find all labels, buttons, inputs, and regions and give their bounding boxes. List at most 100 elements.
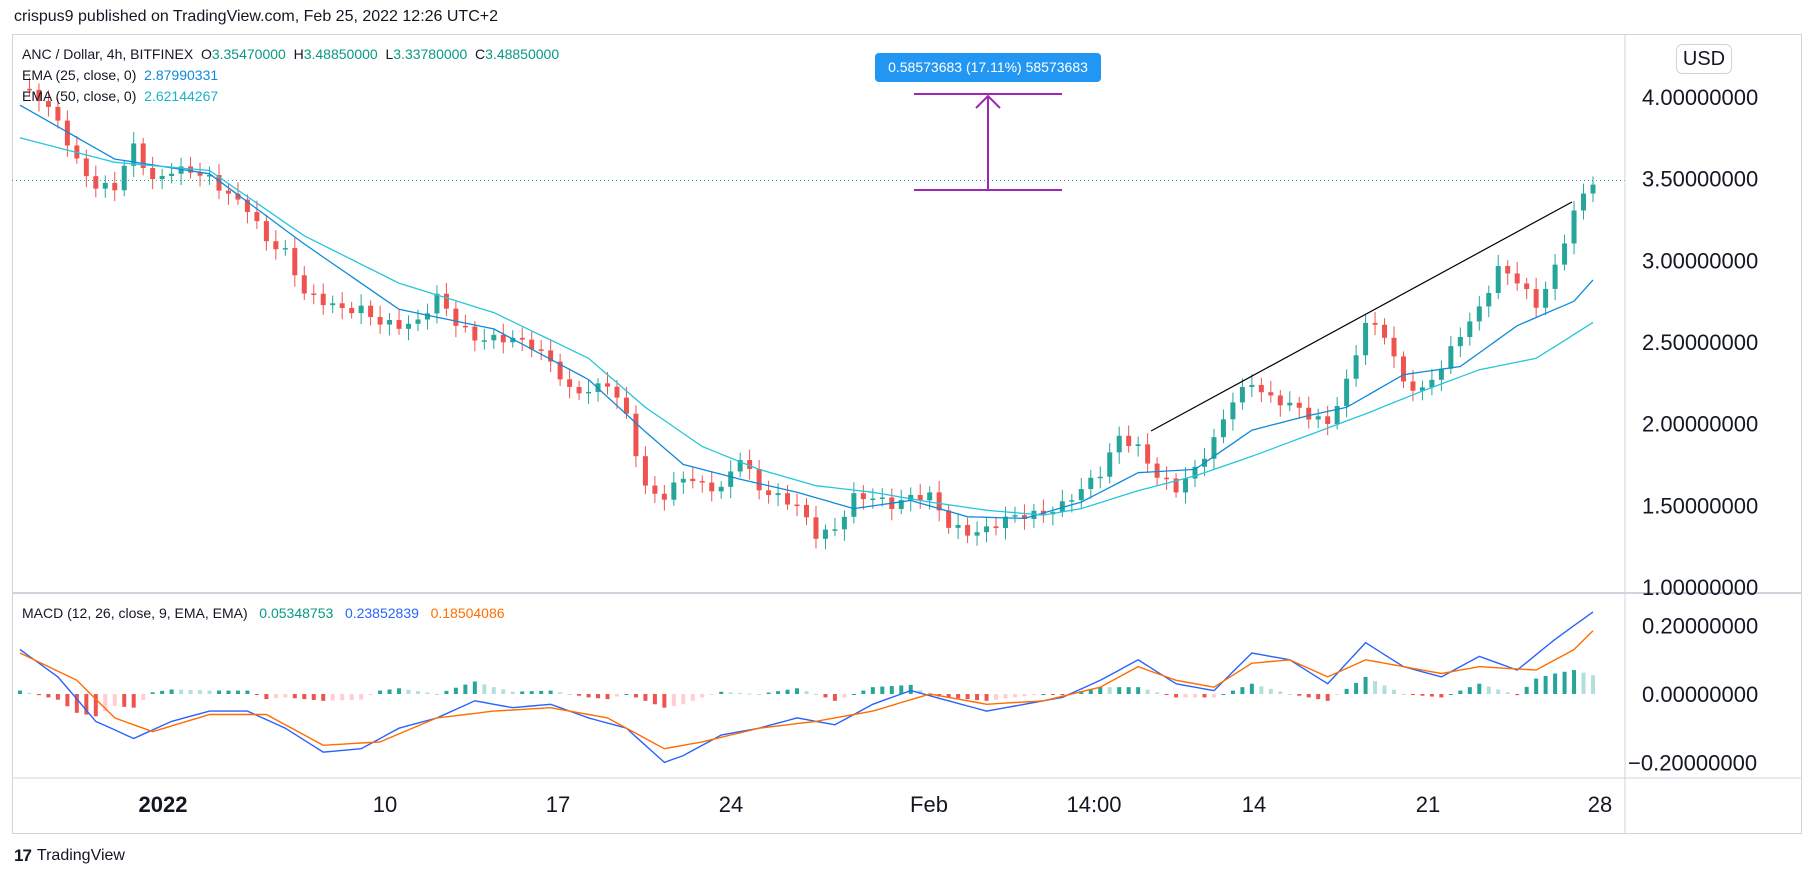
macd-hist-bar [103, 694, 108, 712]
macd-hist-bar [330, 694, 335, 701]
macd-hist-bar [1486, 686, 1491, 694]
candle-body [1192, 466, 1198, 479]
macd-hist-bar [84, 694, 89, 715]
macd-hist-bar [1524, 686, 1529, 694]
candle-body [1467, 321, 1473, 337]
candle-body [946, 510, 952, 528]
candle-body [424, 313, 430, 320]
macd-hist-bar [1126, 687, 1131, 694]
candle-body [93, 176, 99, 189]
macd-hist-bar [1136, 687, 1141, 694]
macd-hist-bar [1553, 673, 1558, 694]
candle-body [1145, 444, 1151, 464]
macd-hist-bar [984, 694, 989, 701]
macd-hist-bar [387, 689, 392, 694]
macd-hist-bar [946, 694, 951, 698]
candle-body [462, 325, 468, 328]
candle-body [538, 349, 544, 351]
time-tick-label: 24 [719, 792, 743, 817]
macd-hist-bar [1079, 691, 1084, 694]
macd-hist-bar [27, 692, 32, 694]
macd-hist-bar [842, 694, 847, 698]
macd-hist-bar [889, 686, 894, 694]
macd-hist-bar [188, 690, 193, 694]
candle-body [178, 166, 184, 174]
candle-body [396, 320, 402, 329]
macd-hist-bar [529, 691, 534, 694]
macd-hist-bar [813, 694, 818, 695]
macd-hist-bar [1420, 694, 1425, 696]
candle-body [1552, 264, 1558, 289]
macd-hist-bar [1003, 694, 1008, 699]
macd-hist-bar [586, 694, 591, 698]
chart-frame [12, 34, 1802, 834]
macd-hist-bar [1591, 675, 1595, 694]
candle-body [358, 305, 364, 314]
candle-body [1344, 378, 1350, 407]
macd-hist-bar [1117, 687, 1122, 694]
macd-hist-bar [254, 694, 259, 695]
candle-body [1571, 210, 1577, 244]
candle-body [680, 478, 686, 483]
candle-body [1230, 402, 1236, 420]
macd-hist-bar [122, 694, 127, 707]
macd-hist-bar [1202, 694, 1207, 698]
open-value: 3.35470000 [211, 46, 286, 62]
candle-body [273, 241, 279, 250]
candle-body [453, 308, 459, 326]
candle-body [282, 248, 288, 250]
price-tick-label: 2.50000000 [1642, 330, 1758, 355]
macd-hist-bar [235, 690, 240, 694]
candle-body [1581, 193, 1587, 211]
macd-hist-bar [1448, 694, 1453, 695]
macd-hist-bar [662, 694, 667, 708]
macd-hist-bar [46, 694, 51, 698]
price-tick-label: 1.50000000 [1642, 493, 1758, 518]
footer[interactable]: 17 TradingView [14, 846, 125, 866]
candle-body [112, 182, 118, 191]
macd-hist-bar [1373, 681, 1378, 694]
candle-body [756, 468, 762, 491]
macd-hist-bar [472, 681, 477, 694]
macd-hist-bar [1505, 692, 1510, 694]
macd-hist-bar [1467, 687, 1472, 694]
candle-body [1220, 419, 1226, 438]
ema25-line [19, 104, 1594, 520]
candle-body [1296, 402, 1302, 408]
macd-hist-bar [1287, 694, 1292, 695]
candle-body [1562, 243, 1568, 265]
macd-hist-bar [1155, 692, 1160, 694]
macd-hist-bar [1306, 694, 1311, 698]
macd-hist-bar [1240, 687, 1245, 694]
macd-hist-bar [131, 694, 136, 708]
macd-hist-bar [1278, 691, 1283, 694]
candle-body [169, 173, 175, 176]
macd-hist-bar [994, 694, 999, 700]
candle-body [368, 305, 374, 317]
macd-tick-label: −0.20000000 [1628, 750, 1757, 775]
macd-hist-bar [74, 694, 79, 713]
candle-body [339, 303, 345, 308]
macd-hist-bar [1031, 694, 1036, 696]
candle-body [45, 101, 51, 107]
macd-hist-bar [36, 694, 41, 696]
ema25-value: 2.87990331 [144, 67, 219, 83]
candle-body [1524, 283, 1530, 290]
candle-body [1448, 346, 1454, 369]
candle-body [55, 106, 61, 121]
candle-body [1315, 416, 1321, 420]
macd-hist-bar [273, 694, 278, 699]
candle-body [813, 517, 819, 539]
candle-body [472, 326, 478, 341]
candle-body [36, 89, 42, 102]
macd-hist-bar [1429, 694, 1434, 697]
candle-body [1543, 288, 1549, 308]
macd-hist-bar [55, 694, 60, 700]
macd-hist-bar [851, 694, 856, 695]
candle-body [150, 168, 156, 180]
macd-hist-bar [823, 694, 828, 698]
candle-body [851, 493, 857, 517]
currency-button[interactable]: USD [1676, 44, 1732, 74]
macd-line [19, 611, 1594, 764]
